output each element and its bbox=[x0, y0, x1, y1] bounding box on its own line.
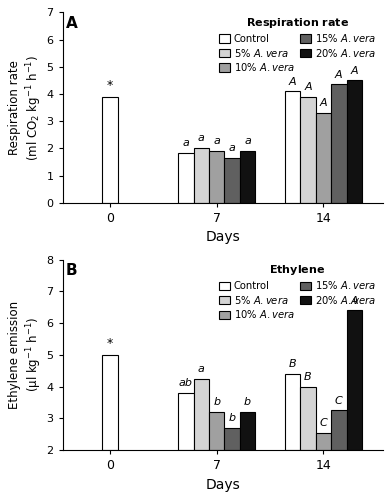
Text: A: A bbox=[319, 98, 327, 108]
Bar bbox=[331, 84, 346, 203]
Bar bbox=[346, 80, 362, 203]
Text: C: C bbox=[335, 396, 343, 406]
Text: A: A bbox=[289, 76, 296, 86]
Bar bbox=[178, 152, 194, 203]
Bar bbox=[300, 96, 316, 203]
Text: a: a bbox=[198, 133, 205, 143]
Text: a: a bbox=[229, 143, 235, 153]
Bar bbox=[285, 374, 300, 450]
Y-axis label: Ethylene emission
(μl kg$^{-1}$ h$^{-1}$): Ethylene emission (μl kg$^{-1}$ h$^{-1}$… bbox=[8, 301, 44, 409]
Text: *: * bbox=[107, 79, 113, 92]
Bar bbox=[331, 410, 346, 450]
Bar bbox=[346, 310, 362, 450]
Bar bbox=[209, 412, 224, 450]
Bar bbox=[102, 96, 118, 203]
Text: a: a bbox=[183, 138, 189, 147]
Text: A: A bbox=[304, 82, 312, 92]
Bar bbox=[209, 151, 224, 203]
Text: C: C bbox=[319, 418, 327, 428]
Text: A: A bbox=[350, 296, 358, 306]
Bar bbox=[316, 113, 331, 203]
Bar bbox=[178, 393, 194, 450]
Bar bbox=[224, 428, 240, 450]
Bar bbox=[316, 432, 331, 450]
X-axis label: Days: Days bbox=[205, 478, 240, 492]
X-axis label: Days: Days bbox=[205, 230, 240, 244]
Bar bbox=[285, 92, 300, 203]
Text: B: B bbox=[66, 264, 77, 278]
Text: *: * bbox=[107, 337, 113, 350]
Text: A: A bbox=[66, 16, 77, 31]
Text: B: B bbox=[289, 359, 296, 369]
Text: a: a bbox=[213, 136, 220, 146]
Text: b: b bbox=[244, 397, 251, 407]
Legend: Control, 5% $\it{A.vera}$, 10% $\it{A.vera}$, 15% $\it{A.vera}$, 20% $\it{A.vera: Control, 5% $\it{A.vera}$, 10% $\it{A.ve… bbox=[217, 260, 378, 322]
Text: a: a bbox=[244, 136, 251, 146]
Bar bbox=[224, 158, 240, 203]
Text: A: A bbox=[350, 66, 358, 76]
Text: B: B bbox=[304, 372, 312, 382]
Y-axis label: Respiration rate
(ml CO$_2$ kg$^{-1}$ h$^{-1}$): Respiration rate (ml CO$_2$ kg$^{-1}$ h$… bbox=[8, 54, 44, 160]
Text: b: b bbox=[229, 413, 236, 423]
Text: b: b bbox=[213, 397, 220, 407]
Text: a: a bbox=[198, 364, 205, 374]
Text: A: A bbox=[335, 70, 343, 80]
Bar bbox=[194, 378, 209, 450]
Bar bbox=[240, 151, 255, 203]
Bar bbox=[300, 386, 316, 450]
Bar bbox=[194, 148, 209, 203]
Legend: Control, 5% $\it{A.vera}$, 10% $\it{A.vera}$, 15% $\it{A.vera}$, 20% $\it{A.vera: Control, 5% $\it{A.vera}$, 10% $\it{A.ve… bbox=[217, 14, 378, 75]
Text: ab: ab bbox=[179, 378, 193, 388]
Bar bbox=[240, 412, 255, 450]
Bar bbox=[102, 355, 118, 450]
